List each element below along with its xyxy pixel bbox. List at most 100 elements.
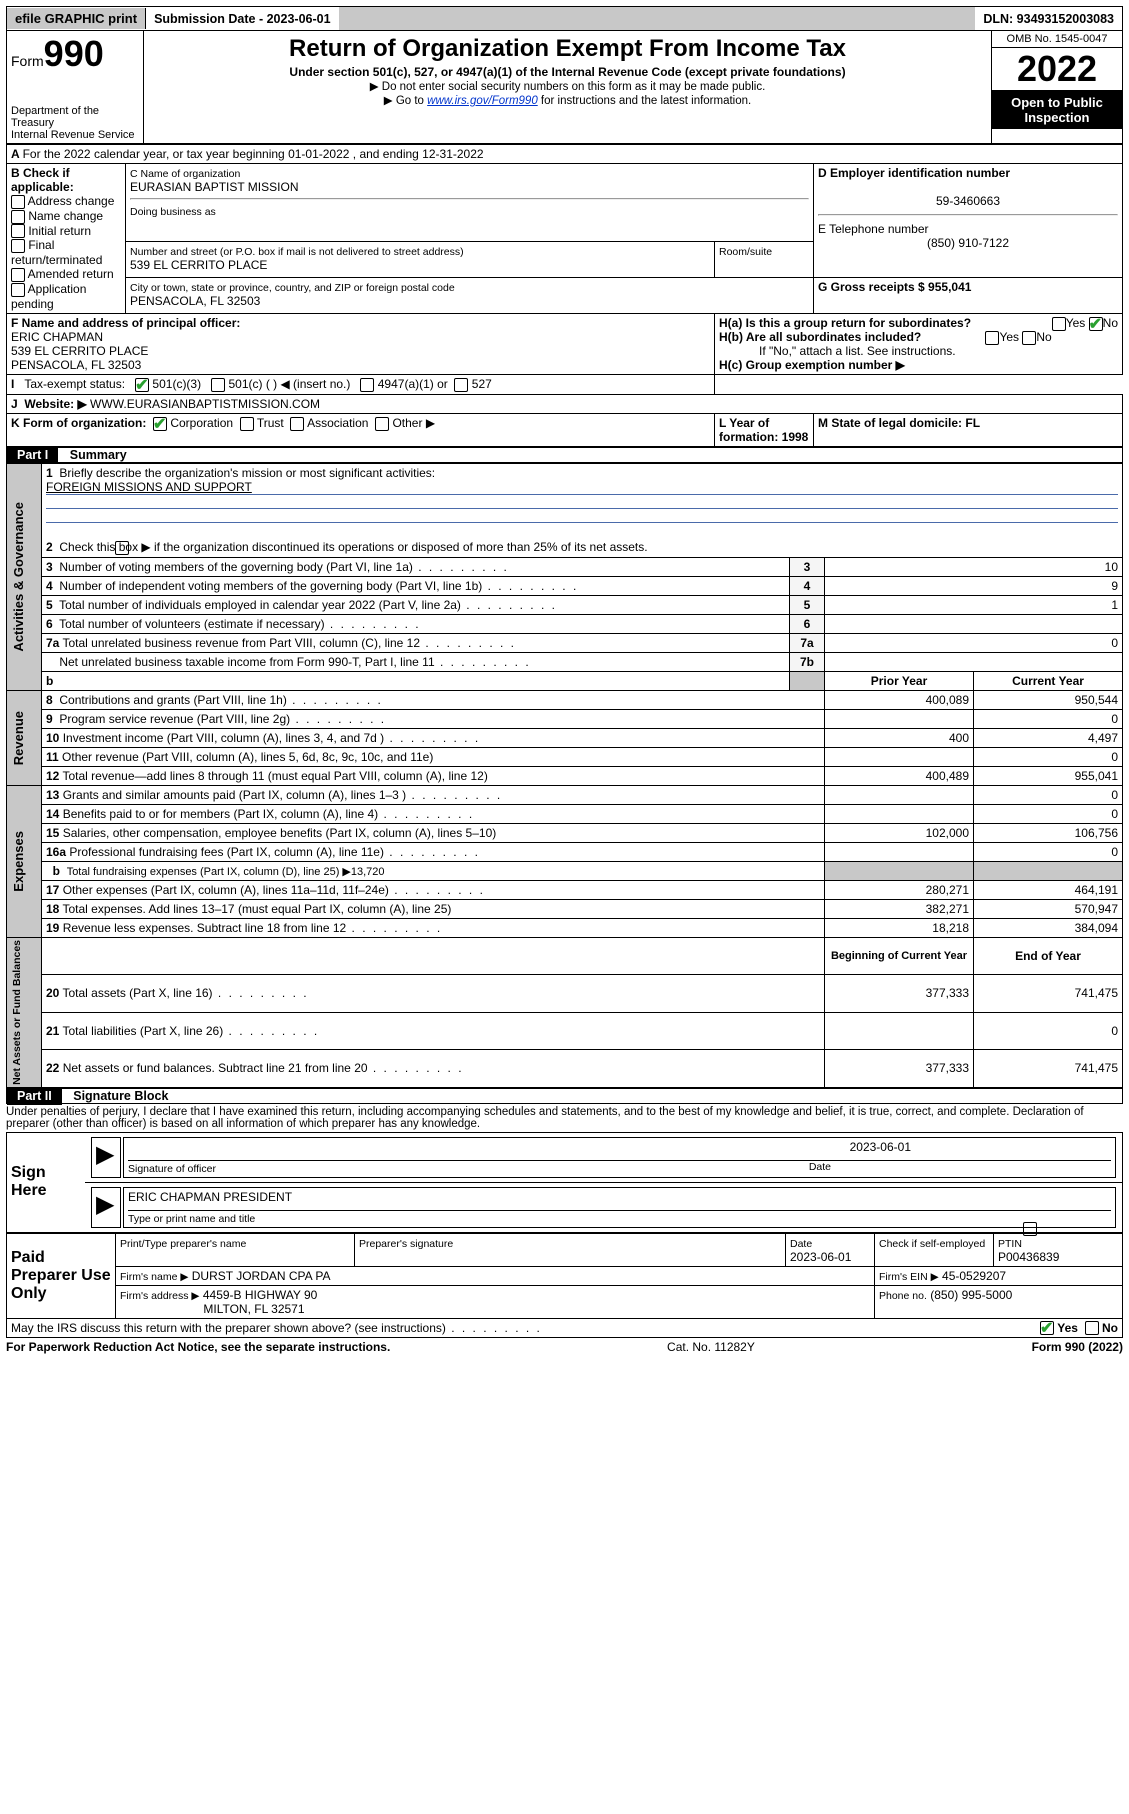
exp-row: 19 Revenue less expenses. Subtract line …	[7, 918, 1123, 937]
form-header: Form990 Department of the Treasury Inter…	[6, 31, 1123, 144]
ein-value: 59-3460663	[818, 194, 1118, 208]
initial-return-checkbox[interactable]	[11, 224, 25, 238]
hb-label: H(b) Are all subordinates included?	[719, 330, 921, 344]
q2-row: 2 Check this box ▶ if the organization d…	[42, 538, 1123, 557]
gov-row: 6 Total number of volunteers (estimate i…	[7, 614, 1123, 633]
irs-label: Internal Revenue Service	[11, 129, 139, 141]
part1-label: Part I	[7, 446, 58, 464]
part2-label: Part II	[7, 1087, 62, 1105]
part2-title: Signature Block	[65, 1087, 176, 1105]
perjury-declaration: Under penalties of perjury, I declare th…	[6, 1104, 1123, 1132]
form990-link[interactable]: www.irs.gov/Form990	[427, 95, 538, 107]
trust-checkbox[interactable]	[240, 417, 254, 431]
ha-no-checkbox[interactable]	[1089, 317, 1103, 331]
gov-row: 3 Number of voting members of the govern…	[7, 557, 1123, 576]
501c-checkbox[interactable]	[211, 378, 225, 392]
subtitle-2: ▶ Do not enter social security numbers o…	[150, 79, 985, 93]
form-number: Form990	[11, 33, 139, 75]
header-right: OMB No. 1545-0047 2022 Open to Public In…	[991, 31, 1122, 143]
side-exp: Expenses	[11, 831, 26, 892]
yes-label: Yes	[1066, 316, 1086, 330]
net-row: 22 Net assets or fund balances. Subtract…	[7, 1050, 1123, 1088]
firm-addr2: MILTON, FL 32571	[203, 1302, 304, 1316]
mission-text: FOREIGN MISSIONS AND SUPPORT	[46, 480, 252, 494]
amended-checkbox[interactable]	[11, 268, 25, 282]
501c3-checkbox[interactable]	[135, 378, 149, 392]
room-cell: Room/suite	[715, 241, 814, 277]
q1-row: 1 Briefly describe the organization's mi…	[42, 463, 1123, 538]
cat-no: Cat. No. 11282Y	[667, 1340, 755, 1354]
firm-ein: 45-0529207	[942, 1269, 1006, 1283]
dba-label: Doing business as	[130, 206, 216, 218]
group-return-block: H(a) Is this a group return for subordin…	[715, 313, 1123, 374]
4947-label: 4947(a)(1) or	[378, 377, 448, 391]
top-bar: efile GRAPHIC print Submission Date - 20…	[6, 6, 1123, 31]
side-gov: Activities & Governance	[11, 502, 26, 652]
initial-return-label: Initial return	[28, 224, 91, 238]
check-if-applicable: B Check if applicable: Address change Na…	[7, 164, 126, 314]
hb-no-checkbox[interactable]	[1022, 331, 1036, 345]
footer: For Paperwork Reduction Act Notice, see …	[6, 1340, 1123, 1354]
principal-officer: F Name and address of principal officer:…	[7, 313, 715, 374]
q2-checkbox[interactable]	[115, 541, 129, 555]
ha-yes-checkbox[interactable]	[1052, 317, 1066, 331]
exp-row: 16a Professional fundraising fees (Part …	[7, 842, 1123, 861]
ha-label: H(a) Is this a group return for subordin…	[719, 316, 971, 330]
org-name: EURASIAN BAPTIST MISSION	[130, 180, 298, 194]
gov-row: Net unrelated business taxable income fr…	[7, 652, 1123, 671]
sign-here-label: Sign Here	[7, 1132, 86, 1232]
dept-label: Department of the Treasury	[11, 105, 139, 129]
pra-notice: For Paperwork Reduction Act Notice, see …	[6, 1340, 390, 1354]
addr-change-checkbox[interactable]	[11, 195, 25, 209]
gov-row: 4 Number of independent voting members o…	[7, 576, 1123, 595]
type-name-cell: ▶ ERIC CHAPMAN PRESIDENT Type or print n…	[85, 1182, 1123, 1232]
527-checkbox[interactable]	[454, 378, 468, 392]
subtitle-1: Under section 501(c), 527, or 4947(a)(1)…	[150, 65, 985, 79]
date-label: Date	[809, 1161, 831, 1173]
hc-label: H(c) Group exemption number ▶	[719, 358, 905, 372]
col-headers: bPrior YearCurrent Year	[7, 671, 1123, 690]
part2-header: Part II Signature Block	[6, 1088, 1123, 1104]
type-name-label: Type or print name and title	[128, 1213, 255, 1225]
irs-yes-checkbox[interactable]	[1040, 1321, 1054, 1335]
4947-checkbox[interactable]	[360, 378, 374, 392]
efile-button[interactable]: efile GRAPHIC print	[7, 8, 146, 29]
hb-note: If "No," attach a list. See instructions…	[719, 344, 1118, 358]
form-title: Return of Organization Exempt From Incom…	[150, 35, 985, 63]
name-change-label: Name change	[28, 209, 103, 223]
sig-date: 2023-06-01	[850, 1140, 911, 1154]
submission-date: Submission Date - 2023-06-01	[146, 9, 338, 29]
side-net: Net Assets or Fund Balances	[11, 940, 23, 1085]
part1-title: Summary	[62, 446, 135, 464]
other-checkbox[interactable]	[375, 417, 389, 431]
hb-yes-checkbox[interactable]	[985, 331, 999, 345]
gov-row: 7a Total unrelated business revenue from…	[7, 633, 1123, 652]
rev-row: 12 Total revenue—add lines 8 through 11 …	[7, 766, 1123, 785]
final-return-checkbox[interactable]	[11, 239, 25, 253]
right-id-block: D Employer identification number 59-3460…	[814, 164, 1123, 278]
name-change-checkbox[interactable]	[11, 210, 25, 224]
website-value[interactable]: WWW.EURASIANBAPTISTMISSION.COM	[90, 397, 320, 411]
part1-header: Part I Summary	[6, 447, 1123, 463]
street-cell: Number and street (or P.O. box if mail i…	[126, 241, 715, 277]
tax-exempt-status: I Tax-exempt status: 501(c)(3) 501(c) ( …	[7, 374, 715, 394]
no-label: No	[1103, 316, 1118, 330]
gross-receipts: G Gross receipts $ 955,041	[814, 277, 1123, 313]
form-prefix: Form	[11, 53, 44, 69]
identification-block: A For the 2022 calendar year, or tax yea…	[6, 144, 1123, 447]
open-to-public: Open to Public Inspection	[992, 91, 1122, 129]
year-formation: L Year of formation: 1998	[715, 413, 814, 446]
form-990: 990	[44, 33, 104, 74]
form-ref: Form 990 (2022)	[1032, 1340, 1123, 1354]
ein-label: D Employer identification number	[818, 166, 1010, 180]
app-pending-checkbox[interactable]	[11, 283, 25, 297]
omb-number: OMB No. 1545-0047	[992, 31, 1122, 48]
self-emp-checkbox[interactable]	[1023, 1222, 1037, 1236]
officer-name: ERIC CHAPMAN	[11, 330, 103, 344]
goto-pre: ▶ Go to	[384, 95, 427, 107]
irs-no-checkbox[interactable]	[1085, 1321, 1099, 1335]
addr-change-label: Address change	[28, 194, 115, 208]
firm-name: DURST JORDAN CPA PA	[192, 1269, 331, 1283]
assoc-checkbox[interactable]	[290, 417, 304, 431]
corp-checkbox[interactable]	[153, 417, 167, 431]
